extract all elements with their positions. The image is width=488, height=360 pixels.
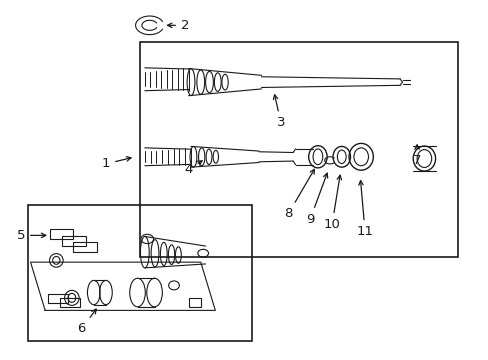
Text: 9: 9 [305,173,327,226]
Text: 7: 7 [412,145,421,167]
Text: 2: 2 [167,19,189,32]
Text: 10: 10 [323,175,341,231]
Bar [188,298,201,307]
Bar [140,42,458,257]
Text: 5: 5 [17,229,46,242]
Bar [60,298,80,307]
Bar [28,205,251,341]
Bar [62,236,85,246]
Bar [47,294,68,303]
Text: 1: 1 [102,157,131,170]
Text: 8: 8 [284,169,314,220]
Text: 4: 4 [184,161,202,176]
Text: 6: 6 [77,309,96,336]
Text: 11: 11 [356,181,373,238]
Bar [73,242,97,252]
Text: 3: 3 [273,95,285,129]
Bar [50,229,73,239]
